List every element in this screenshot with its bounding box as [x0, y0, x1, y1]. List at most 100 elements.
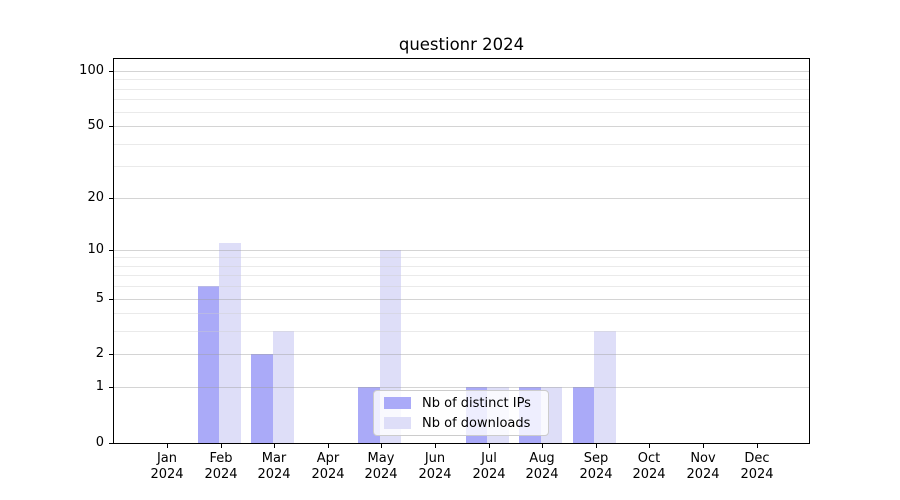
x-tick-mark [596, 444, 597, 448]
y-tick-label: 5 [95, 291, 104, 306]
x-tick-month: Mar [261, 451, 287, 466]
gridline-minor [114, 313, 809, 314]
x-tick-mark [435, 444, 436, 448]
x-tick-month: Jun [424, 451, 446, 466]
gridline-minor [114, 89, 809, 90]
x-tick-label-jan: Jan 2024 [135, 451, 199, 482]
x-tick-year: 2024 [686, 466, 720, 482]
x-tick-mark [274, 444, 275, 448]
x-tick-month: May [367, 451, 395, 466]
x-tick-year: 2024 [579, 466, 613, 482]
x-tick-year: 2024 [364, 466, 398, 482]
x-tick-mark [381, 444, 382, 448]
y-tick-label: 100 [79, 63, 104, 78]
x-tick-month: Nov [690, 451, 716, 466]
y-tick-mark [109, 299, 113, 300]
x-tick-mark [328, 444, 329, 448]
y-tick-mark [109, 387, 113, 388]
gridline-minor [114, 266, 809, 267]
x-tick-label-apr: Apr 2024 [296, 451, 360, 482]
y-tick-mark [109, 443, 113, 444]
y-tick-label: 20 [87, 190, 104, 205]
gridline-minor [114, 144, 809, 145]
x-tick-mark [221, 444, 222, 448]
x-tick-year: 2024 [525, 466, 559, 482]
x-tick-mark [703, 444, 704, 448]
gridline-minor [114, 331, 809, 332]
legend-label-distinct-ips: Nb of distinct IPs [422, 395, 531, 411]
x-tick-year: 2024 [632, 466, 666, 482]
x-tick-year: 2024 [740, 466, 774, 482]
y-tick-label: 10 [87, 242, 104, 257]
x-tick-label-jul: Jul 2024 [457, 451, 521, 482]
x-tick-year: 2024 [150, 466, 184, 482]
legend-row-downloads: Nb of downloads [384, 416, 548, 431]
gridline-major [114, 71, 809, 72]
gridline-minor [114, 79, 809, 80]
gridline-minor [114, 275, 809, 276]
gridline-minor [114, 257, 809, 258]
x-tick-label-nov: Nov 2024 [671, 451, 735, 482]
y-tick-mark [109, 126, 113, 127]
x-tick-year: 2024 [418, 466, 452, 482]
x-tick-year: 2024 [257, 466, 291, 482]
x-tick-month: Jul [481, 451, 497, 466]
bar-downloads-mar [272, 331, 295, 443]
x-tick-label-oct: Oct 2024 [617, 451, 681, 482]
x-tick-label-may: May 2024 [349, 451, 413, 482]
x-tick-year: 2024 [311, 466, 345, 482]
gridline-minor [114, 166, 809, 167]
gridline-minor [114, 99, 809, 100]
x-tick-label-feb: Feb 2024 [189, 451, 253, 482]
gridline-major [114, 299, 809, 300]
chart-title: questionr 2024 [398, 35, 525, 54]
x-tick-month: Apr [316, 451, 340, 466]
y-tick-mark [109, 198, 113, 199]
x-tick-mark [167, 444, 168, 448]
x-tick-label-aug: Aug 2024 [510, 451, 574, 482]
plot-area: Nb of distinct IPs Nb of downloads [113, 58, 810, 444]
gridline-minor [114, 286, 809, 287]
x-tick-label-sep: Sep 2024 [564, 451, 628, 482]
gridline-major [114, 387, 809, 388]
x-tick-month: Oct [637, 451, 661, 466]
x-tick-mark [542, 444, 543, 448]
x-tick-month: Sep [583, 451, 609, 466]
gridline-major [114, 198, 809, 199]
x-tick-month: Aug [529, 451, 555, 466]
gridline-major [114, 354, 809, 355]
x-tick-month: Dec [744, 451, 770, 466]
gridline-major [114, 126, 809, 127]
x-tick-label-dec: Dec 2024 [725, 451, 789, 482]
grid-layer [114, 59, 809, 443]
x-tick-year: 2024 [472, 466, 506, 482]
bar-ips-mar [251, 354, 273, 443]
bar-ips-sep [572, 387, 595, 443]
y-tick-label: 0 [95, 435, 104, 450]
x-tick-mark [757, 444, 758, 448]
x-tick-mark [489, 444, 490, 448]
x-tick-label-mar: Mar 2024 [242, 451, 306, 482]
x-tick-label-jun: Jun 2024 [403, 451, 467, 482]
bar-downloads-feb [219, 242, 241, 443]
bar-downloads-sep [594, 331, 616, 443]
y-tick-label: 50 [87, 118, 104, 133]
y-tick-label: 2 [95, 346, 104, 361]
y-tick-mark [109, 354, 113, 355]
x-tick-month: Feb [209, 451, 233, 466]
legend: Nb of distinct IPs Nb of downloads [373, 390, 549, 436]
y-tick-mark [109, 71, 113, 72]
x-tick-month: Jan [156, 451, 178, 466]
y-tick-label: 1 [95, 379, 104, 394]
gridline-minor [114, 112, 809, 113]
legend-row-distinct-ips: Nb of distinct IPs [384, 396, 548, 411]
bar-ips-feb [197, 286, 220, 443]
x-tick-year: 2024 [204, 466, 238, 482]
x-tick-mark [649, 444, 650, 448]
legend-label-downloads: Nb of downloads [422, 415, 531, 431]
gridline-major [114, 250, 809, 251]
legend-swatch-distinct-ips [384, 397, 411, 409]
legend-swatch-downloads [384, 417, 411, 429]
y-tick-mark [109, 250, 113, 251]
